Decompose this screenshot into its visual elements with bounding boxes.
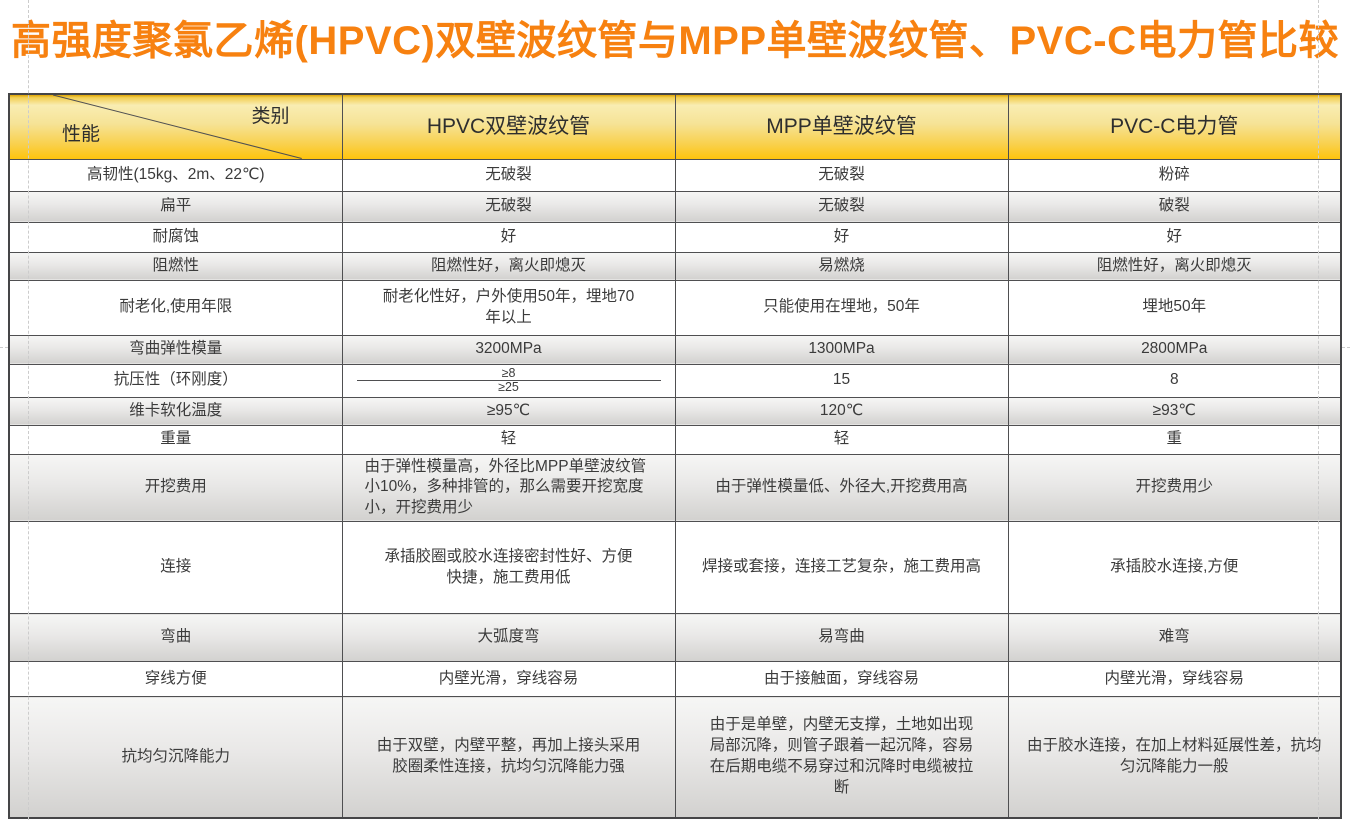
cell-mpp: 由于接触面，穿线容易 (674, 661, 1009, 698)
cell-hpvc: ≥95℃ (341, 396, 676, 426)
page-title: 高强度聚氯乙烯(HPVC)双壁波纹管与MPP单壁波纹管、PVC-C电力管比较 (11, 18, 1339, 63)
table-row: 弯曲弹性模量 3200MPa 1300MPa 2800MPa (8, 334, 1342, 365)
cell-hpvc: 内壁光滑，穿线容易 (341, 661, 676, 698)
row-label: 耐老化,使用年限 (8, 279, 343, 336)
cell-hpvc: 由于双壁，内壁平整，再加上接头采用胶圈柔性连接，抗均匀沉降能力强 (341, 696, 676, 819)
cell-mpp: 15 (674, 363, 1009, 398)
table-row: 阻燃性 阻燃性好，离火即熄灭 易燃烧 阻燃性好，离火即熄灭 (8, 251, 1342, 281)
table-row: 重量 轻 轻 重 (8, 424, 1342, 455)
cell-hpvc-split: ≥8 ≥25 (341, 363, 676, 398)
row-label: 抗压性（环刚度） (8, 363, 343, 398)
cell-mpp: 轻 (674, 424, 1009, 455)
table-row: 维卡软化温度 ≥95℃ 120℃ ≥93℃ (8, 396, 1342, 426)
row-label: 重量 (8, 424, 343, 455)
cell-hpvc-ring-stiffness-top: ≥8 (356, 366, 661, 381)
row-label: 开挖费用 (8, 453, 343, 523)
row-label: 耐腐蚀 (8, 221, 343, 253)
table-row: 抗均匀沉降能力 由于双壁，内壁平整，再加上接头采用胶圈柔性连接，抗均匀沉降能力强… (8, 696, 1342, 819)
cell-mpp: 由于弹性模量低、外径大,开挖费用高 (674, 453, 1009, 523)
cell-hpvc: 无破裂 (341, 158, 676, 192)
cell-hpvc: 由于弹性模量高，外径比MPP单壁波纹管小10%，多种排管的，那么需要开挖宽度小，… (341, 453, 676, 523)
row-label: 弯曲弹性模量 (8, 334, 343, 365)
row-label: 穿线方便 (8, 661, 343, 698)
cell-pvcc: 由于胶水连接，在加上材料延展性差，抗均匀沉降能力一般 (1007, 696, 1342, 819)
row-label: 高韧性(15kg、2m、22℃) (8, 158, 343, 192)
table-row: 连接 承插胶圈或胶水连接密封性好、方便快捷，施工费用低 焊接或套接，连接工艺复杂… (8, 521, 1342, 615)
cell-hpvc: 承插胶圈或胶水连接密封性好、方便快捷，施工费用低 (341, 521, 676, 615)
cell-mpp: 焊接或套接，连接工艺复杂，施工费用高 (674, 521, 1009, 615)
row-label: 连接 (8, 521, 343, 615)
cell-pvcc: 重 (1007, 424, 1342, 455)
cell-pvcc: 内壁光滑，穿线容易 (1007, 661, 1342, 698)
cell-hpvc: 耐老化性好，户外使用50年，埋地70年以上 (341, 279, 676, 336)
diagonal-divider (10, 95, 342, 159)
cell-hpvc: 无破裂 (341, 190, 676, 223)
cell-pvcc: 8 (1007, 363, 1342, 398)
corner-label-category: 类别 (251, 106, 290, 127)
comparison-table: 类别 性能 HPVC双壁波纹管 MPP单壁波纹管 PVC-C电力管 高韧性(15… (8, 93, 1342, 819)
cell-mpp: 120℃ (674, 396, 1009, 426)
row-label: 抗均匀沉降能力 (8, 696, 343, 819)
corner-cell: 类别 性能 (8, 93, 343, 160)
cell-hpvc-ring-stiffness-bottom: ≥25 (498, 379, 519, 394)
cell-pvcc: 难弯 (1007, 613, 1342, 663)
table-row: 耐老化,使用年限 耐老化性好，户外使用50年，埋地70年以上 只能使用在埋地，5… (8, 279, 1342, 336)
cell-pvcc: 开挖费用少 (1007, 453, 1342, 523)
corner-label-performance: 性能 (62, 123, 101, 145)
table-row: 高韧性(15kg、2m、22℃) 无破裂 无破裂 粉碎 (8, 158, 1342, 192)
cell-mpp: 只能使用在埋地，50年 (674, 279, 1009, 336)
table-row: 开挖费用 由于弹性模量高，外径比MPP单壁波纹管小10%，多种排管的，那么需要开… (8, 453, 1342, 523)
cell-pvcc: 粉碎 (1007, 158, 1342, 192)
col-header-mpp: MPP单壁波纹管 (674, 93, 1009, 160)
cell-pvcc: 埋地50年 (1007, 279, 1342, 336)
cell-mpp: 1300MPa (674, 334, 1009, 365)
title-bar: 高强度聚氯乙烯(HPVC)双壁波纹管与MPP单壁波纹管、PVC-C电力管比较 (0, 0, 1350, 93)
cell-mpp: 由于是单壁，内壁无支撑，土地如出现局部沉降，则管子跟着一起沉降，容易在后期电缆不… (674, 696, 1009, 819)
cell-hpvc: 大弧度弯 (341, 613, 676, 663)
cell-pvcc: 阻燃性好，离火即熄灭 (1007, 251, 1342, 281)
cell-mpp: 无破裂 (674, 158, 1009, 192)
cell-hpvc: 阻燃性好，离火即熄灭 (341, 251, 676, 281)
cell-mpp: 无破裂 (674, 190, 1009, 223)
table-row: 耐腐蚀 好 好 好 (8, 221, 1342, 253)
table-row: 抗压性（环刚度） ≥8 ≥25 15 8 (8, 363, 1342, 398)
cell-pvcc: 2800MPa (1007, 334, 1342, 365)
cell-pvcc: 破裂 (1007, 190, 1342, 223)
page-break-mark-right (1342, 347, 1350, 348)
row-label: 维卡软化温度 (8, 396, 343, 426)
cell-pvcc: ≥93℃ (1007, 396, 1342, 426)
col-header-pvcc: PVC-C电力管 (1007, 93, 1342, 160)
row-label: 阻燃性 (8, 251, 343, 281)
cell-mpp: 好 (674, 221, 1009, 253)
table-row: 弯曲 大弧度弯 易弯曲 难弯 (8, 613, 1342, 663)
cell-hpvc: 好 (341, 221, 676, 253)
cell-mpp: 易弯曲 (674, 613, 1009, 663)
table-row: 穿线方便 内壁光滑，穿线容易 由于接触面，穿线容易 内壁光滑，穿线容易 (8, 661, 1342, 698)
cell-hpvc: 轻 (341, 424, 676, 455)
cell-pvcc: 好 (1007, 221, 1342, 253)
row-label: 弯曲 (8, 613, 343, 663)
cell-mpp: 易燃烧 (674, 251, 1009, 281)
cell-hpvc: 3200MPa (341, 334, 676, 365)
row-label: 扁平 (8, 190, 343, 223)
header-row: 类别 性能 HPVC双壁波纹管 MPP单壁波纹管 PVC-C电力管 (8, 93, 1342, 160)
table-row: 扁平 无破裂 无破裂 破裂 (8, 190, 1342, 223)
page-break-mark-left (0, 347, 8, 348)
col-header-hpvc: HPVC双壁波纹管 (341, 93, 676, 160)
cell-pvcc: 承插胶水连接,方便 (1007, 521, 1342, 615)
